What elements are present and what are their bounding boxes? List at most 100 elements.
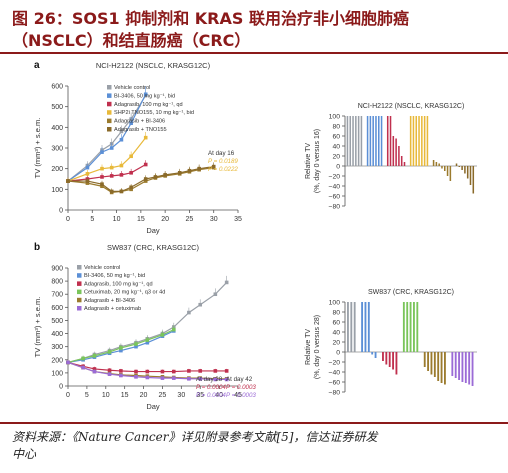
waterfall-bar — [400, 156, 403, 166]
y-tick-label: 300 — [51, 146, 63, 153]
bar-y-tick-label: 80 — [332, 310, 340, 317]
data-point — [187, 168, 192, 173]
waterfall-bar — [371, 352, 374, 355]
annotation: P = 0.0003 — [226, 384, 256, 391]
waterfall-bar — [466, 166, 469, 179]
legend-swatch — [107, 110, 112, 115]
data-point — [213, 369, 218, 373]
data-point — [119, 369, 123, 373]
x-tick-label: 5 — [85, 392, 89, 399]
y-tick-label: 600 — [51, 84, 63, 91]
data-point — [177, 171, 182, 175]
y-tick-label: 800 — [51, 279, 63, 286]
waterfall-bar — [437, 352, 440, 381]
source-line-1: 资料来源：《Nature Cancer》详见附录参考文献[5]，信达证券研发 — [12, 430, 378, 444]
waterfall-bar — [366, 116, 369, 166]
data-point — [100, 166, 104, 171]
waterfall-bar — [461, 352, 464, 382]
data-point — [119, 129, 124, 134]
waterfall-bar — [364, 302, 367, 352]
data-point — [107, 350, 112, 354]
series-line-3 — [67, 137, 147, 182]
bar-y-tick-label: 60 — [332, 320, 340, 327]
data-point — [160, 369, 165, 374]
annotation: At day 28 — [196, 376, 223, 383]
legend-label: BI-3406, 50 mg kg⁻¹, bid — [84, 273, 145, 279]
waterfall-bar — [416, 302, 419, 352]
x-tick-label: 0 — [66, 216, 70, 223]
data-point — [145, 338, 150, 342]
data-point — [129, 121, 133, 125]
waterfall-bar — [357, 116, 360, 166]
waterfall-bar — [451, 352, 454, 376]
data-point — [119, 346, 123, 350]
waterfall-bar — [392, 352, 394, 370]
waterfall-bar — [369, 116, 372, 166]
annotation: At day 16 — [208, 150, 235, 157]
waterfall-bar — [350, 302, 353, 352]
data-point — [119, 189, 124, 194]
data-point — [198, 302, 203, 307]
data-point — [211, 164, 216, 169]
data-point — [171, 369, 176, 374]
data-point — [134, 369, 138, 374]
waterfall-bar — [454, 352, 457, 378]
waterfall-bar — [402, 302, 405, 352]
legend-swatch — [77, 265, 82, 270]
y-tick-label: 100 — [51, 370, 63, 377]
y-tick-label: 400 — [51, 331, 63, 338]
waterfall-bar — [398, 146, 400, 166]
waterfall-bar — [389, 116, 392, 166]
bar-y-tick-label: 40 — [332, 144, 340, 151]
annotation: At day 42 — [226, 376, 253, 383]
bar-y-tick-label: 40 — [332, 330, 340, 337]
legend-label: Adagrasib + BI-3406 — [84, 298, 135, 304]
waterfall-bar — [361, 302, 364, 352]
waterfall-bar — [413, 302, 415, 352]
legend-swatch — [77, 289, 82, 295]
data-point — [119, 163, 124, 168]
bar-y-tick-label: −80 — [328, 390, 340, 397]
x-tick-label: 35 — [196, 392, 204, 399]
data-point — [119, 373, 123, 378]
waterfall-bar — [409, 116, 412, 166]
data-point — [134, 342, 138, 346]
bar-y-tick-label: −60 — [328, 194, 340, 201]
legend-swatch — [107, 93, 112, 98]
data-point — [145, 375, 150, 380]
annotation: P = 0.0003 — [226, 392, 256, 399]
figure-title-line-1: 图 26：SOS1 抑制剂和 KRAS 联用治疗非小细胞肺癌 — [12, 9, 409, 28]
waterfall-bar — [427, 352, 430, 371]
y-tick-label: 500 — [51, 318, 63, 325]
data-point — [160, 376, 165, 380]
waterfall-bar — [438, 163, 440, 166]
waterfall-bar — [435, 162, 438, 166]
data-point — [129, 187, 133, 192]
x-tick-label: 5 — [90, 216, 94, 223]
y-tick-label: 100 — [51, 187, 63, 194]
bar-y-tick-label: −40 — [328, 184, 340, 191]
bar-y-tick-label: 80 — [332, 124, 340, 131]
bar-y-tick-label: 60 — [332, 134, 340, 141]
data-point — [119, 137, 124, 142]
bar-y-axis-label: Relative TV — [305, 143, 312, 179]
annotation: P = 0.0189 — [208, 158, 238, 165]
waterfall-bar — [464, 166, 466, 174]
waterfall-bar — [444, 352, 446, 385]
waterfall-bar — [444, 166, 446, 171]
legend-swatch — [77, 273, 82, 278]
data-point — [119, 348, 123, 353]
annotation: P = 0.0222 — [208, 166, 238, 173]
y-tick-label: 500 — [51, 104, 63, 111]
data-point — [143, 162, 148, 167]
waterfall-bar — [382, 352, 384, 361]
series-line-4 — [67, 167, 214, 194]
legend-label: Adagrasib, 100 mg kg⁻¹, qd — [84, 281, 153, 287]
data-point — [145, 369, 150, 374]
waterfall-bar — [392, 136, 395, 166]
data-point — [107, 368, 112, 373]
legend-label: Adagrasib + cetuximab — [84, 306, 141, 312]
y-tick-label: 700 — [51, 292, 63, 299]
data-point — [100, 182, 104, 186]
bar-y-axis-label-unit: (%, day 0 versus 16) — [314, 129, 321, 193]
